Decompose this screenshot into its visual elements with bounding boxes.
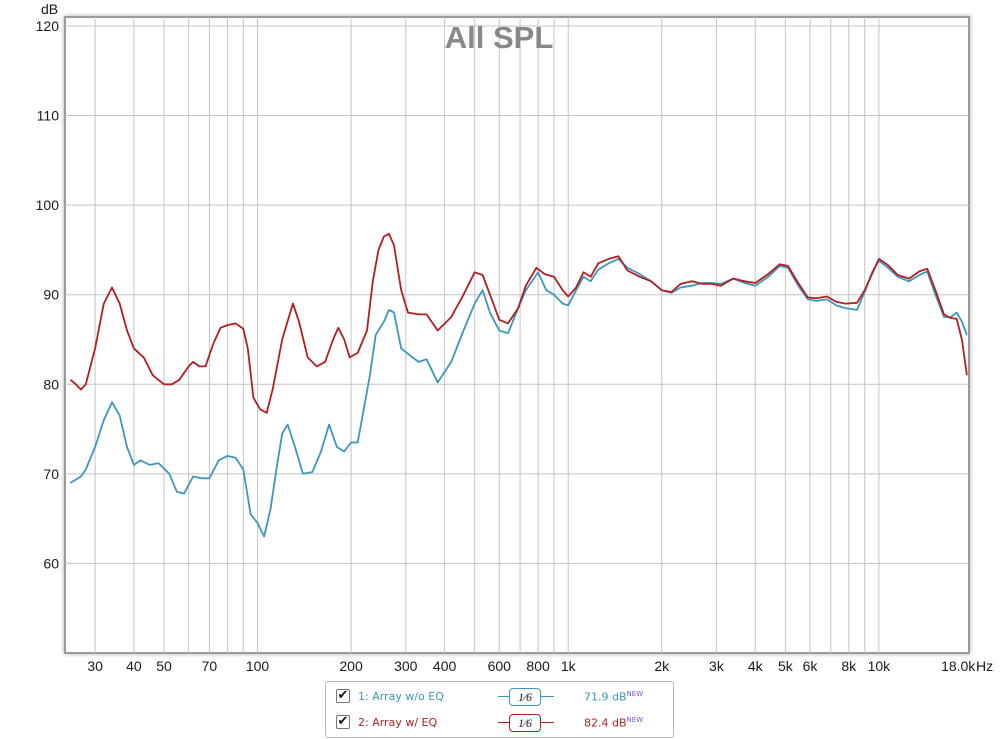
spl-chart: 60 70 80 90 100 110 120 30 40 50 70 100 200 300 400 60…	[36, 1, 993, 674]
x-tick-label: 100	[246, 658, 270, 674]
series-2-checkbox[interactable]: ✔	[336, 714, 350, 729]
x-axis: 30 40 50 70 100 200 300 400 600 800 1k 2k 3k 4k 5k 6k 8k…	[87, 658, 976, 674]
legend-panel: ✔ 1: Array w/o EQ 1⁄6 71.9 dBNEW ✔ 2: Ar…	[325, 681, 674, 738]
series-line-1	[70, 258, 968, 538]
chart-title: All SPL	[445, 20, 554, 55]
legend-row-1[interactable]: ✔ 1: Array w/o EQ 1⁄6 71.9 dBNEW	[336, 688, 666, 708]
y-tick-label: 100	[36, 197, 60, 213]
x-tick-label: 70	[202, 658, 218, 674]
x-tick-label: 6k	[803, 658, 819, 674]
x-tick-label: 4k	[748, 658, 764, 674]
series-1-label: 1: Array w/o EQ	[358, 690, 444, 703]
series-2-label: 2: Array w/ EQ	[358, 716, 438, 729]
y-tick-label: 110	[37, 108, 60, 124]
x-tick-label: 200	[339, 658, 363, 674]
series-2-smoothing-value: 1⁄6	[509, 714, 541, 732]
series-1-new-tag: NEW	[626, 690, 644, 698]
plot-area	[64, 16, 970, 654]
series-2-new-tag: NEW	[626, 716, 644, 724]
x-tick-label: 300	[394, 658, 418, 674]
series-1-value: 71.9 dBNEW	[584, 690, 644, 704]
x-tick-label: 600	[488, 658, 512, 674]
x-tick-label: 2k	[654, 658, 670, 674]
x-tick-label: 40	[126, 658, 142, 674]
x-axis-unit: Hz	[976, 658, 993, 674]
series-line-2	[69, 232, 968, 414]
x-tick-label: 10k	[868, 658, 892, 674]
series-2-smoothing[interactable]: 1⁄6	[498, 714, 554, 732]
x-tick-label: 800	[526, 658, 550, 674]
series-2-value: 82.4 dBNEW	[584, 716, 644, 730]
series-1-smoothing-value: 1⁄6	[509, 688, 541, 706]
x-tick-label: 50	[156, 658, 172, 674]
x-tick-label: 30	[87, 658, 103, 674]
series-1-checkbox[interactable]: ✔	[336, 688, 350, 703]
x-tick-label: 1k	[561, 658, 577, 674]
y-axis-label: dB	[41, 1, 58, 17]
legend-row-2[interactable]: ✔ 2: Array w/ EQ 1⁄6 82.4 dBNEW	[336, 714, 666, 734]
x-tick-label: 5k	[778, 658, 794, 674]
series-1-smoothing[interactable]: 1⁄6	[498, 688, 554, 706]
x-tick-label: 3k	[709, 658, 725, 674]
x-tick-label: 8k	[841, 658, 857, 674]
x-tick-label: 400	[433, 658, 457, 674]
x-tick-label: 18.0k	[941, 658, 976, 674]
y-tick-label: 90	[43, 287, 59, 303]
y-tick-label: 70	[43, 466, 59, 482]
grid-lines	[65, 17, 969, 653]
y-axis: 60 70 80 90 100 110 120	[36, 18, 60, 571]
series-lines	[69, 232, 968, 538]
y-tick-label: 80	[43, 376, 59, 392]
y-tick-label: 120	[36, 18, 60, 34]
y-tick-label: 60	[43, 555, 59, 571]
